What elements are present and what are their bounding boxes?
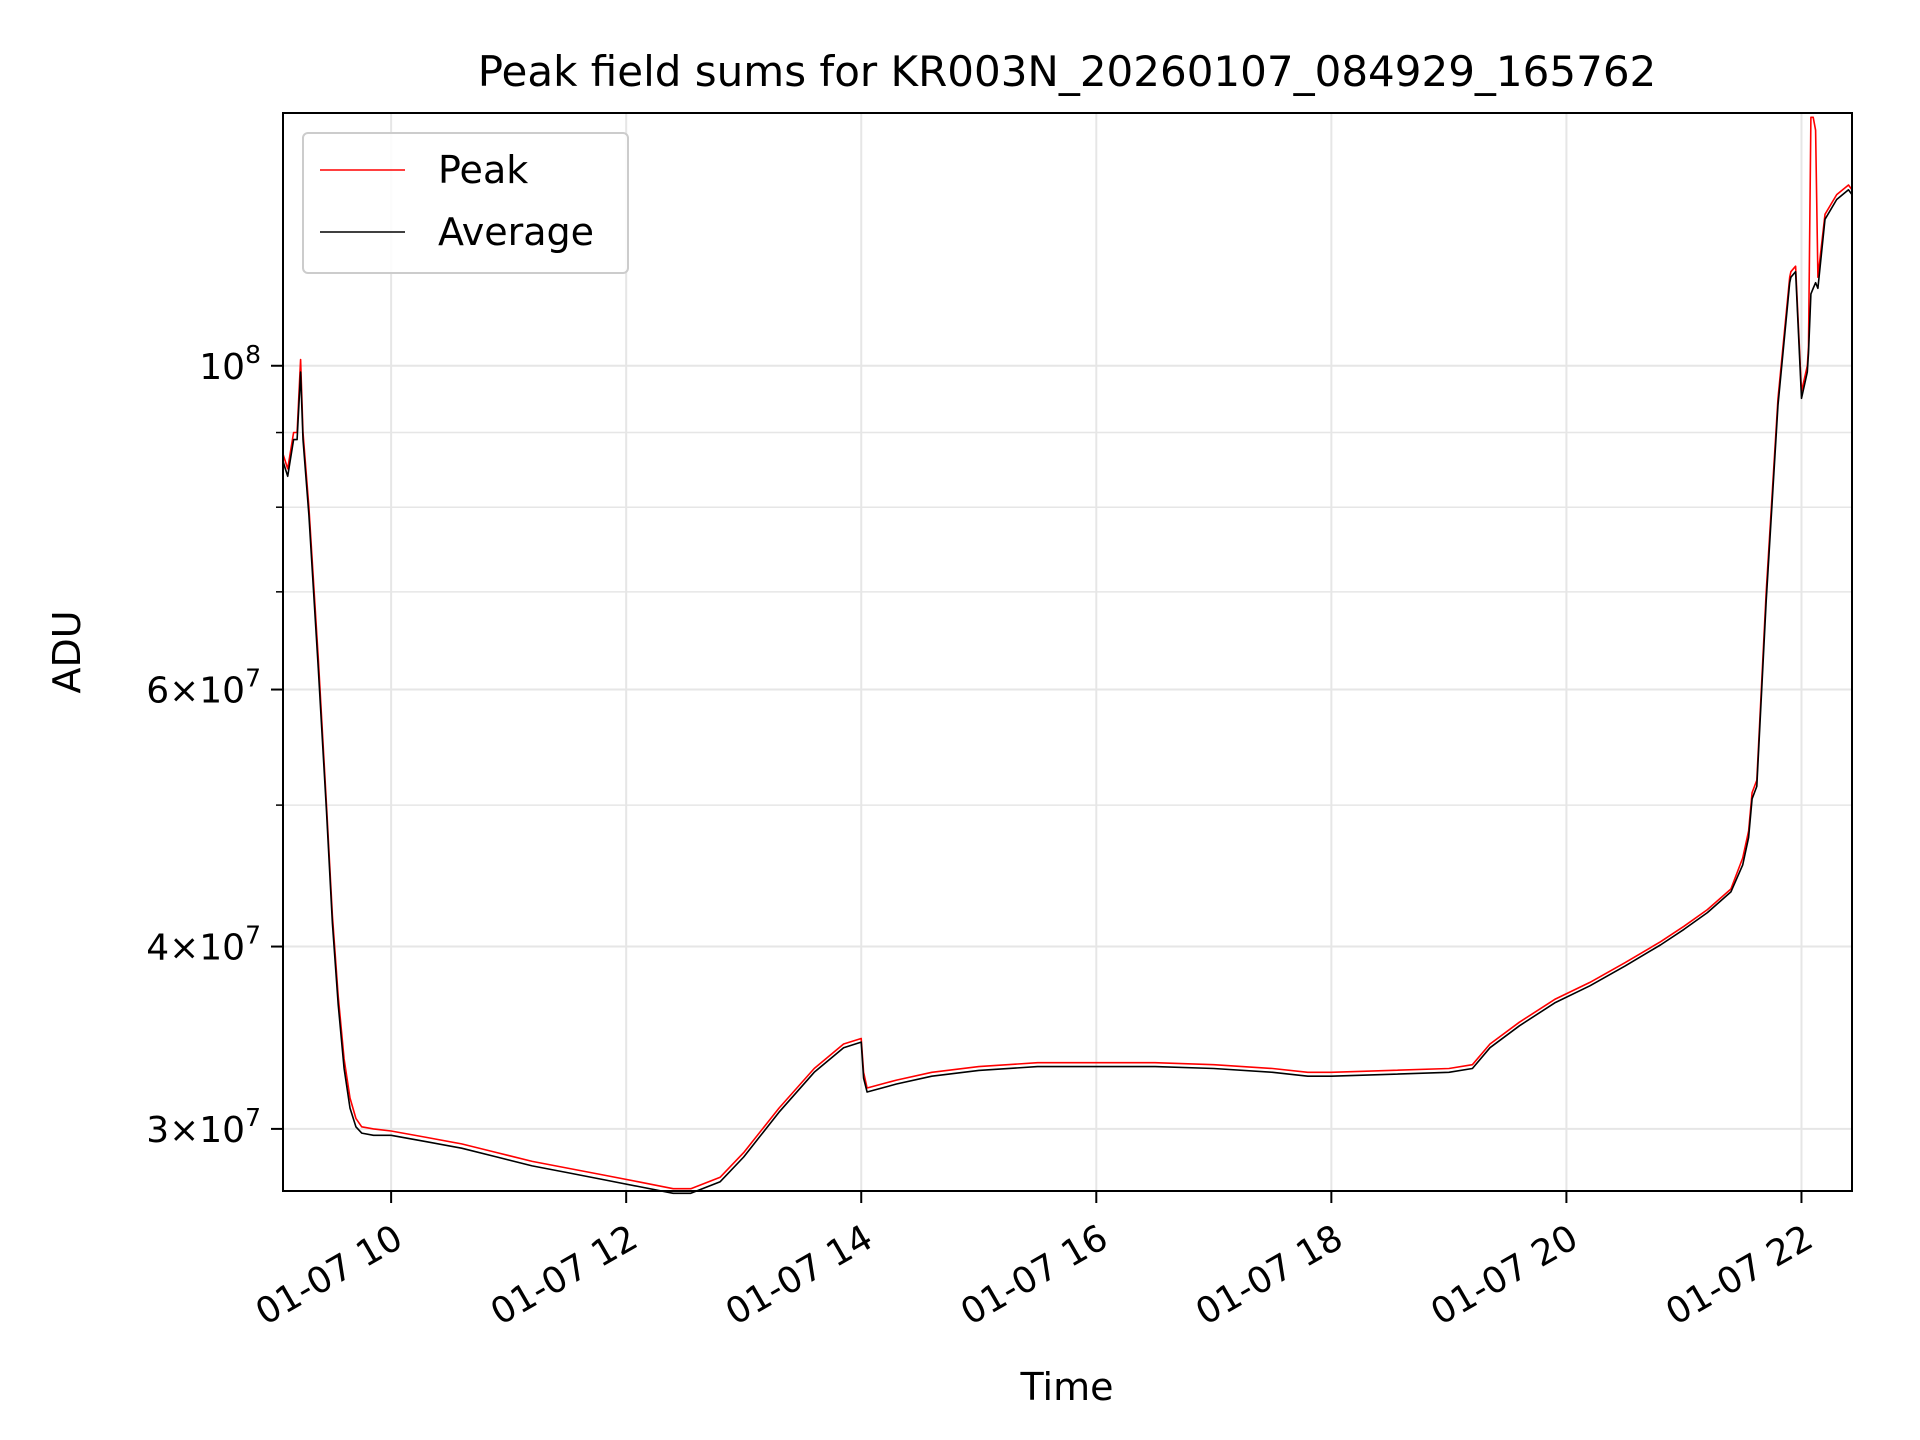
y-axis-label: ADU [45, 610, 89, 693]
y-tick-label: 6×107 [146, 664, 261, 712]
x-tick-label: 01-07 10 [249, 1217, 410, 1333]
legend-label-peak: Peak [438, 148, 528, 192]
x-tick-label: 01-07 14 [719, 1217, 880, 1333]
legend-label-average: Average [438, 210, 594, 254]
chart-title: Peak field sums for KR003N_20260107_0849… [478, 47, 1657, 96]
x-tick-label: 01-07 16 [954, 1217, 1115, 1333]
series-line-average [282, 189, 1853, 1195]
grid-lines [283, 113, 1852, 1191]
y-tick-label: 4×107 [146, 921, 261, 969]
plot-area-frame [282, 112, 1853, 1192]
x-axis-label: Time [1020, 1365, 1114, 1409]
axis-ticks: 01-07 10 01-07 12 01-07 14 01-07 16 01-07 18… [146, 340, 1820, 1334]
y-tick-label: 108 [199, 340, 261, 388]
legend: Peak Average [302, 132, 629, 274]
series-lines [282, 116, 1853, 1195]
x-tick-label: 01-07 20 [1424, 1217, 1585, 1333]
legend-box [302, 132, 629, 274]
series-line-peak [282, 116, 1853, 1190]
x-tick-label: 01-07 18 [1189, 1217, 1350, 1333]
x-tick-label: 01-07 22 [1659, 1217, 1820, 1333]
y-tick-label: 3×107 [146, 1103, 261, 1151]
x-tick-label: 01-07 12 [484, 1217, 645, 1333]
